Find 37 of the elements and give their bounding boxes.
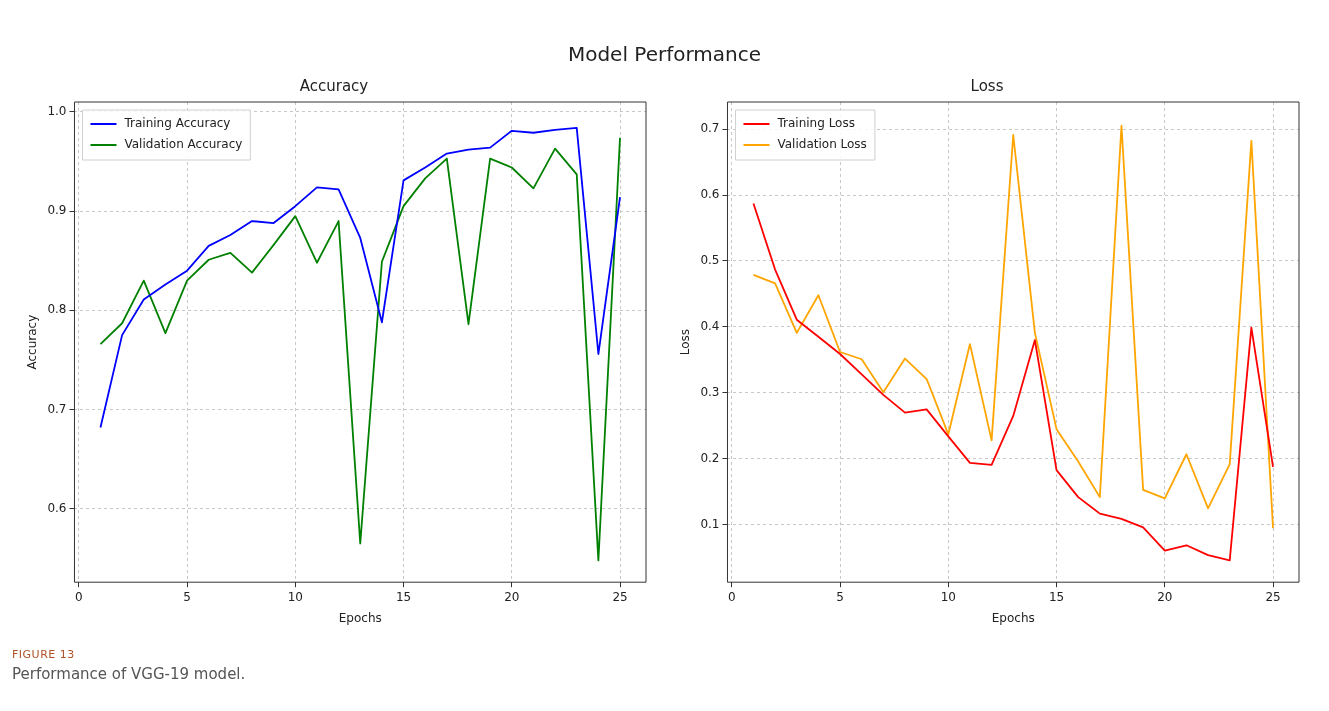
x-axis-title: Epochs	[338, 610, 382, 625]
x-tick-label: 10	[287, 589, 303, 604]
x-tick-label: 0	[74, 589, 83, 604]
text: Performance of VGG-19 model.	[11, 665, 247, 683]
y-tick-label: 0.1	[700, 516, 720, 531]
y-tick-label: 1.0	[47, 104, 67, 119]
caption: FIGURE 13	[11, 648, 76, 661]
text: Model Performance	[566, 41, 763, 68]
y-axis-title: Accuracy	[25, 314, 40, 370]
x-tick-label: 0	[727, 589, 736, 604]
chart-title: Accuracy	[299, 76, 369, 95]
y-tick-label: 0.3	[700, 385, 720, 400]
y-tick-label: 0.7	[700, 121, 720, 136]
x-tick-label: 20	[504, 589, 520, 604]
y-tick-label: 0.8	[47, 302, 67, 317]
legend-label: Validation Accuracy	[124, 137, 243, 152]
y-tick-label: 0.6	[47, 500, 67, 515]
y-axis-title: Loss	[678, 328, 693, 356]
y-tick-label: 0.2	[700, 450, 720, 465]
x-tick-label: 15	[1048, 589, 1065, 604]
x-tick-label: 5	[836, 589, 844, 604]
y-tick-label: 0.4	[700, 319, 720, 334]
y-tick-label: 0.9	[47, 203, 67, 218]
x-axis-title: Epochs	[991, 610, 1035, 625]
legend-label: Training Accuracy	[123, 116, 231, 131]
x-tick-label: 15	[395, 589, 412, 604]
x-tick-label: 20	[1157, 589, 1173, 604]
chart-title: Loss	[970, 76, 1004, 95]
y-tick-label: 0.5	[700, 253, 720, 268]
x-tick-label: 5	[183, 589, 191, 604]
x-tick-label: 25	[1265, 589, 1281, 604]
x-tick-label: 25	[612, 589, 628, 604]
legend-label: Validation Loss	[777, 137, 867, 152]
x-tick-label: 10	[940, 589, 956, 604]
y-tick-label: 0.7	[47, 401, 67, 416]
legend-label: Training Loss	[776, 116, 855, 131]
y-tick-label: 0.6	[700, 187, 720, 202]
